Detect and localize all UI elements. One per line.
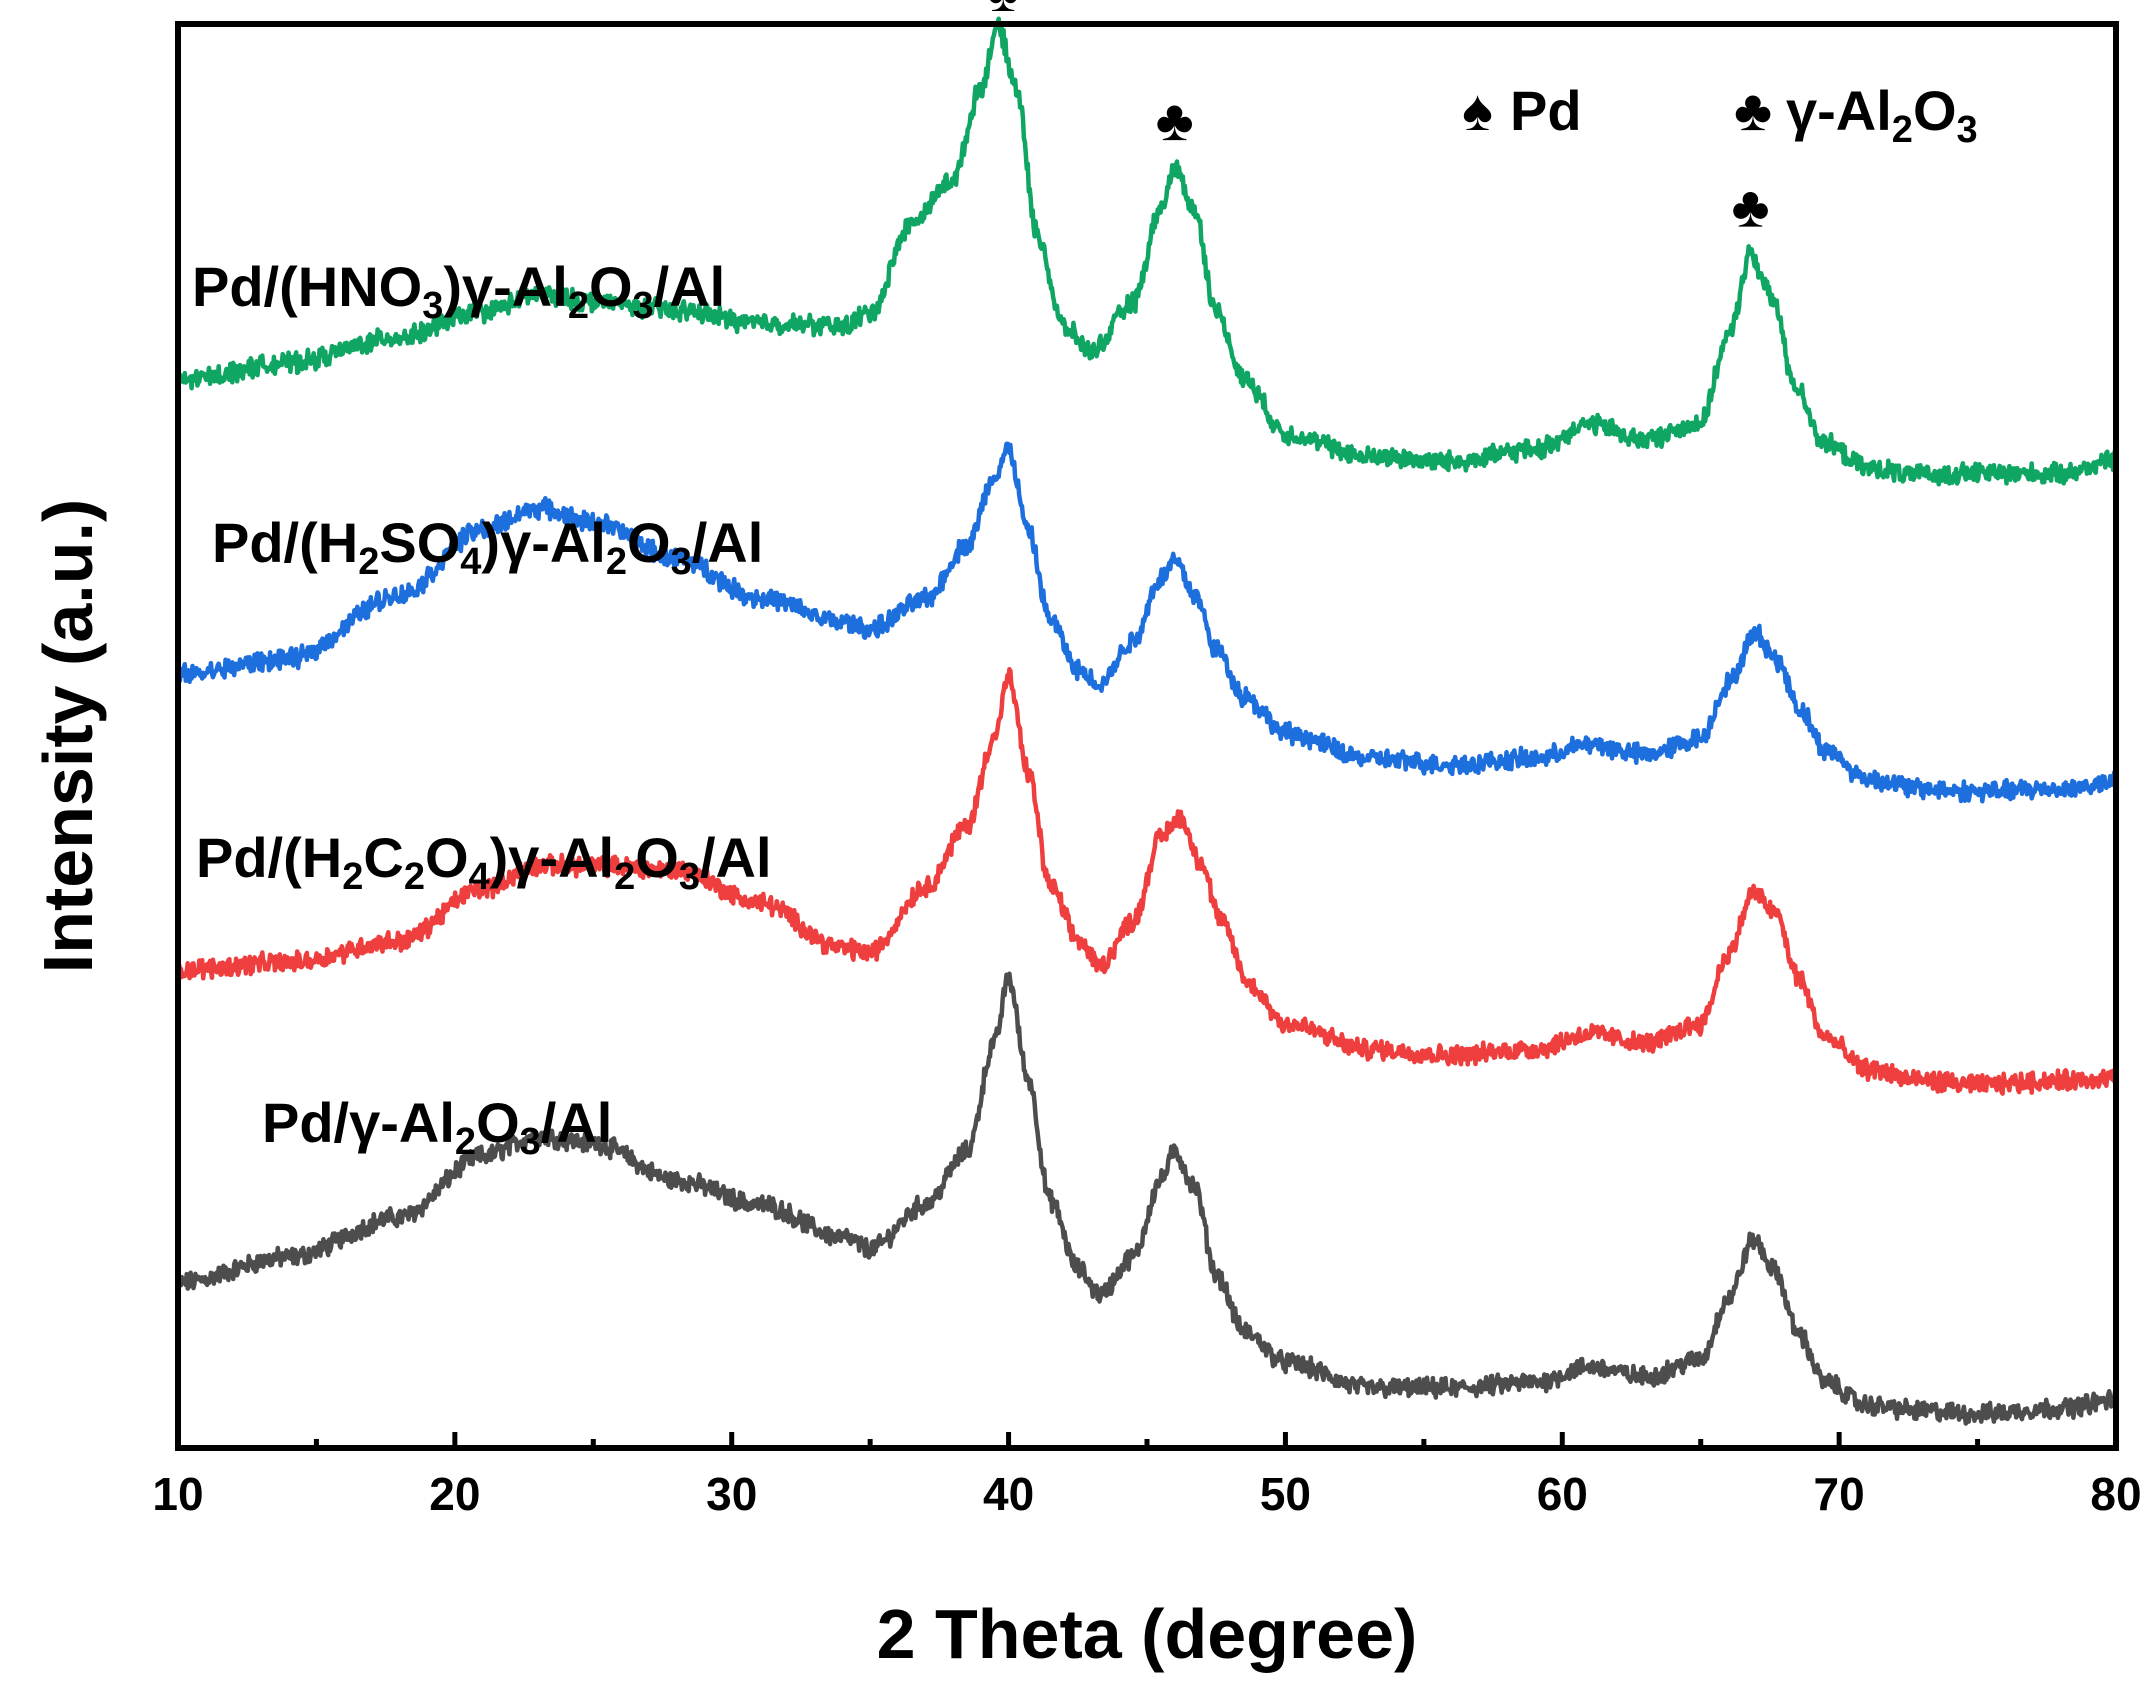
series-line-2 (176, 441, 2119, 804)
x-tick-label: 20 (429, 1468, 480, 1520)
legend-pd-label: Pd (1510, 79, 1582, 142)
x-tick-label: 60 (1537, 1468, 1588, 1520)
x-axis-title: 2 Theta (degree) (877, 1595, 1418, 1673)
series-label-pristine: Pd/γ-Al2O3/Al (262, 1091, 612, 1163)
peak-marker-pd-40: ♠ (988, 0, 1019, 24)
x-axis-ticks: 10 20 30 40 50 60 70 80 (152, 1432, 2142, 1520)
x-tick-label: 50 (1260, 1468, 1311, 1520)
series-label-h2c2o4: Pd/(H2C2O4)γ-Al2O3/Al (196, 826, 772, 898)
x-tick-label: 30 (706, 1468, 757, 1520)
peak-marker-alumina-67: ♣ (1732, 175, 1770, 240)
plot-frame (175, 21, 2119, 1451)
series-line-3 (176, 16, 2119, 487)
series-line-1 (175, 667, 2119, 1096)
series-label-h2so4: Pd/(H2SO4)γ-Al2O3/Al (212, 511, 763, 583)
x-tick-label: 40 (983, 1468, 1034, 1520)
x-tick-label: 70 (1814, 1468, 1865, 1520)
series-label-hno3: Pd/(HNO3)γ-Al2O3/Al (192, 255, 725, 327)
series-layer (175, 16, 2119, 1426)
legend: ♠ Pd ♣ γ-Al2O3 (1462, 78, 1978, 151)
legend-pd-symbol: ♠ (1462, 78, 1493, 143)
y-axis-title: Intensity (a.u.) (29, 499, 107, 973)
legend-alumina-symbol: ♣ (1734, 78, 1772, 143)
legend-alumina-label: γ-Al2O3 (1786, 79, 1978, 151)
series-line-0 (175, 971, 2119, 1426)
peak-marker-alumina-46: ♣ (1156, 88, 1194, 153)
x-tick-label: 10 (152, 1468, 203, 1520)
x-tick-label: 80 (2090, 1468, 2141, 1520)
